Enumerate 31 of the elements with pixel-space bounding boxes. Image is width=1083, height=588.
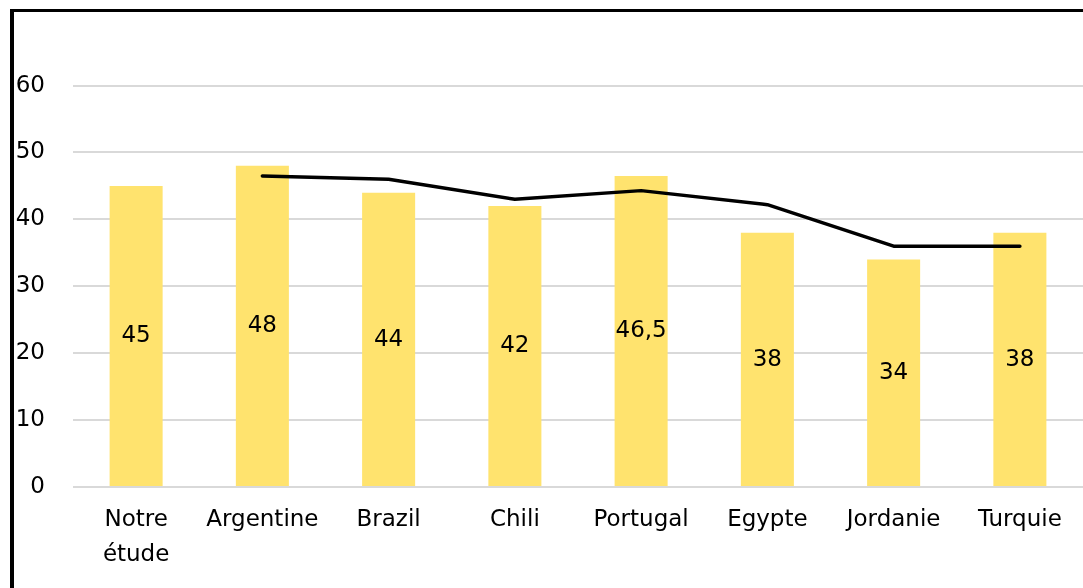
x-tick-label: Jordanie bbox=[844, 505, 941, 532]
x-tick-label: Notre étude bbox=[102, 505, 170, 567]
y-tick-label: 50 bbox=[15, 137, 45, 164]
y-tick-label: 10 bbox=[15, 405, 45, 432]
data-label: 38 bbox=[752, 344, 783, 371]
data-label: 42 bbox=[500, 331, 530, 358]
data-label: 46,5 bbox=[615, 316, 667, 343]
x-tick-label: Brazil bbox=[356, 505, 421, 532]
y-tick-label: 0 bbox=[30, 471, 45, 498]
bar bbox=[867, 259, 921, 486]
x-tick-label: Chili bbox=[489, 505, 540, 532]
bar bbox=[235, 165, 289, 486]
bar bbox=[993, 232, 1047, 486]
y-tick-label: 40 bbox=[15, 204, 45, 231]
data-label: 38 bbox=[1005, 344, 1035, 371]
y-tick-label: 30 bbox=[15, 271, 45, 298]
data-label: 45 bbox=[121, 321, 151, 348]
x-tick-label: Egypte bbox=[727, 505, 808, 532]
x-tick-label: Argentine bbox=[206, 505, 319, 532]
data-label: 44 bbox=[373, 324, 404, 351]
data-label: 48 bbox=[247, 311, 278, 338]
y-tick-label: 60 bbox=[15, 70, 45, 97]
bar bbox=[362, 192, 416, 486]
x-tick-label: Portugal bbox=[593, 505, 689, 532]
bar bbox=[488, 206, 542, 486]
y-tick-label: 20 bbox=[15, 338, 45, 365]
bar bbox=[109, 185, 163, 486]
bar bbox=[614, 175, 668, 486]
x-tick-label: Turquie bbox=[976, 505, 1062, 532]
bar bbox=[740, 232, 794, 486]
data-label: 34 bbox=[878, 358, 909, 385]
